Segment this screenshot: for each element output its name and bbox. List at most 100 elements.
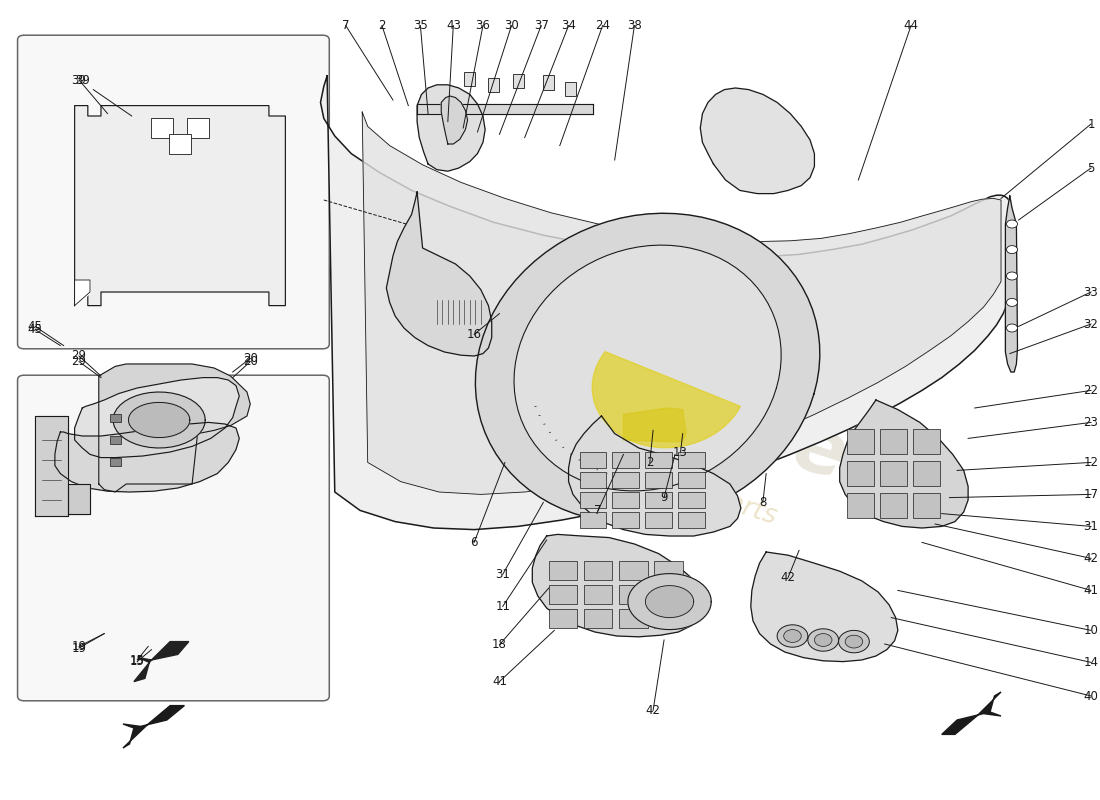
Bar [110,436,121,444]
Bar [580,472,606,488]
Polygon shape [646,586,694,618]
Text: 7: 7 [342,19,350,32]
Bar [543,75,554,90]
Text: 35: 35 [412,19,428,32]
Bar [580,512,606,528]
Bar [565,82,576,96]
Text: 42: 42 [646,704,661,717]
Text: 29: 29 [72,355,87,368]
Bar [584,585,613,604]
Polygon shape [68,484,90,514]
Bar [880,461,906,486]
Text: 33: 33 [1084,286,1099,298]
Polygon shape [75,280,90,306]
Text: 5: 5 [1087,162,1094,174]
Bar [847,461,873,486]
Bar [613,472,639,488]
Bar [679,512,705,528]
Polygon shape [532,534,705,637]
Bar [169,134,191,154]
Polygon shape [701,88,814,194]
Bar [580,452,606,468]
Text: 11: 11 [495,600,510,613]
Polygon shape [75,378,240,458]
Polygon shape [441,96,468,144]
Bar [619,585,648,604]
Bar [584,561,613,580]
Polygon shape [99,364,251,492]
Polygon shape [417,104,593,114]
Bar [679,452,705,468]
Polygon shape [942,692,1001,734]
Text: 41: 41 [1084,584,1099,597]
Bar [646,492,672,508]
Circle shape [1006,298,1018,306]
Text: 23: 23 [1084,416,1099,429]
Polygon shape [362,112,1001,494]
Text: 10: 10 [1084,624,1099,637]
Text: 20: 20 [243,355,257,368]
Text: 31: 31 [1084,520,1099,533]
Text: 2: 2 [378,19,386,32]
Text: 9: 9 [660,491,668,504]
Bar [549,561,578,580]
Polygon shape [475,214,820,522]
Text: 41: 41 [492,675,507,688]
Text: 1: 1 [1087,118,1094,130]
Text: 45: 45 [28,323,43,336]
Text: 24: 24 [595,19,610,32]
Polygon shape [417,85,485,171]
Text: 34: 34 [561,19,576,32]
Circle shape [777,625,807,647]
Bar [584,609,613,628]
Bar [679,472,705,488]
Text: 19: 19 [72,640,87,653]
Circle shape [1006,220,1018,228]
Text: 42: 42 [781,571,795,584]
Polygon shape [75,106,285,306]
Bar [619,561,648,580]
Polygon shape [134,642,189,682]
Polygon shape [628,574,712,630]
Text: 14: 14 [1084,656,1099,669]
Polygon shape [129,402,190,438]
Text: 2: 2 [646,456,653,469]
Text: 38: 38 [627,19,641,32]
Polygon shape [320,76,1010,530]
Bar [613,452,639,468]
Bar [187,118,209,138]
Polygon shape [592,352,740,448]
Polygon shape [624,408,686,442]
Polygon shape [839,400,968,528]
Polygon shape [35,416,68,516]
Bar [654,585,683,604]
Bar [646,472,672,488]
Bar [913,429,939,454]
Polygon shape [514,245,781,491]
Bar [880,493,906,518]
Bar [549,609,578,628]
Text: 42: 42 [1084,552,1099,565]
Bar [646,512,672,528]
Text: 39: 39 [72,74,87,86]
Text: 7: 7 [594,504,602,517]
Polygon shape [386,192,492,356]
Text: eurospares: eurospares [418,290,900,510]
Text: 8: 8 [759,496,767,509]
Circle shape [1006,324,1018,332]
Circle shape [845,635,862,648]
Polygon shape [55,422,240,492]
Circle shape [814,634,832,646]
Text: 31: 31 [495,568,510,581]
Bar [152,118,174,138]
Circle shape [807,629,838,651]
Circle shape [783,630,801,642]
Bar [464,72,475,86]
Bar [513,74,524,88]
Text: 30: 30 [504,19,519,32]
Text: 39: 39 [75,74,90,87]
Text: 16: 16 [466,328,482,341]
Polygon shape [123,706,185,748]
Text: 32: 32 [1084,318,1099,330]
Circle shape [838,630,869,653]
